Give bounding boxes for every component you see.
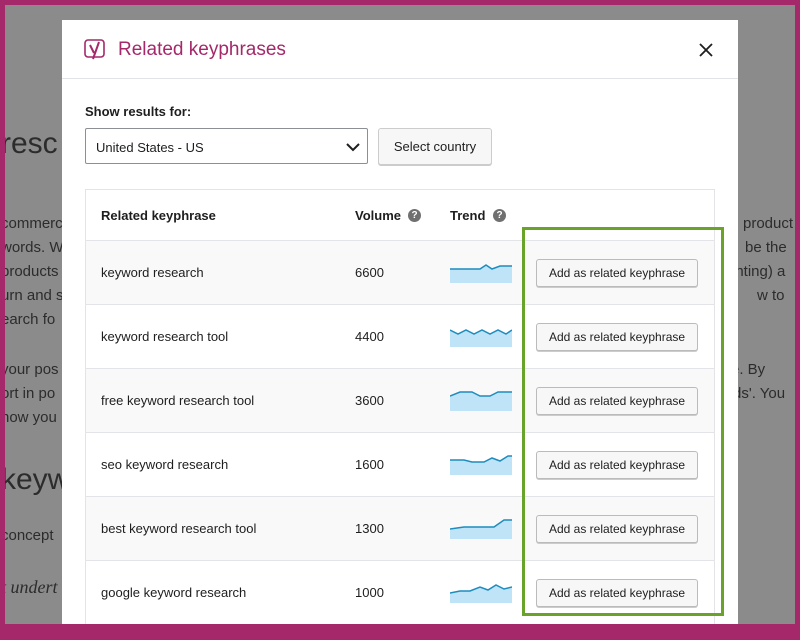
select-country-button[interactable]: Select country	[378, 128, 492, 165]
trend-sparkline	[450, 519, 512, 539]
background-text: words. Wh	[5, 239, 72, 256]
add-keyphrase-button[interactable]: Add as related keyphrase	[536, 323, 698, 351]
background-text: commerc	[5, 215, 63, 232]
add-keyphrase-button[interactable]: Add as related keyphrase	[536, 451, 698, 479]
background-text: concept	[5, 527, 54, 544]
close-button[interactable]	[698, 42, 714, 58]
country-select[interactable]: United States - US	[85, 128, 368, 164]
volume: 3600	[355, 393, 384, 408]
yoast-logo	[84, 39, 105, 60]
background-text: ort in po	[5, 385, 56, 402]
trend-sparkline	[450, 329, 512, 347]
background-text: earch fo	[5, 311, 56, 328]
background-text: e. By	[731, 361, 766, 378]
dropdown-arrow	[346, 143, 360, 152]
keyphrase: best keyword research tool	[101, 521, 257, 536]
background-text: ds'. You	[733, 385, 786, 402]
dialog-header: Related keyphrases	[62, 20, 738, 79]
table-header: Trend	[450, 208, 486, 223]
background-text: resc	[5, 127, 58, 160]
background-text: product	[743, 215, 794, 232]
country-select-value: United States - US	[96, 140, 204, 155]
trend-sparkline	[450, 264, 512, 283]
table-row: keyword research tool 4400 Add as related …	[86, 304, 714, 368]
show-results-label: Show results for:	[85, 104, 192, 119]
background-text: your pos	[5, 361, 59, 378]
volume: 1000	[355, 585, 384, 600]
highlight-box	[522, 227, 724, 616]
background-text: how you	[5, 409, 57, 426]
keyphrase: free keyword research tool	[101, 393, 255, 408]
keyphrase: seo keyword research	[101, 457, 229, 472]
table-header: Related keyphrase	[101, 208, 216, 223]
background-text: t undert	[5, 577, 58, 597]
dialog: Related keyphrases Show results for: Uni…	[62, 20, 738, 624]
add-keyphrase-button[interactable]: Add as related keyphrase	[536, 515, 698, 543]
dialog-title: Related keyphrases	[118, 39, 286, 60]
background-text: w to	[757, 287, 785, 304]
trend-sparkline	[450, 584, 512, 603]
volume: 4400	[355, 329, 384, 344]
volume: 1300	[355, 521, 384, 536]
keyphrase-table: Related keyphrase Volume ? Trend ? keywo…	[85, 189, 715, 624]
keyphrase: keyword research	[101, 265, 204, 280]
table-row: keyword research 6600 Add as related keyph…	[86, 240, 714, 304]
add-keyphrase-button[interactable]: Add as related keyphrase	[536, 579, 698, 607]
table-row: seo keyword research 1600 Add as related k…	[86, 432, 714, 496]
trend-sparkline	[450, 391, 512, 411]
trend-sparkline	[450, 455, 512, 475]
background-text: be the	[745, 239, 787, 256]
background-text: urn and s	[5, 287, 64, 304]
table-row: best keyword research tool 1300 Add as rel…	[86, 496, 714, 560]
table-row: free keyword research tool 3600 Add as rel…	[86, 368, 714, 432]
keyphrase: keyword research tool	[101, 329, 229, 344]
volume: 1600	[355, 457, 384, 472]
keyphrase: google keyword research	[101, 585, 247, 600]
table-header: Volume	[355, 208, 401, 223]
background-text: products	[5, 263, 59, 280]
table-row: google keyword research 1000 Add as relate…	[86, 560, 714, 624]
help-icon[interactable]: ?	[408, 209, 421, 222]
help-icon[interactable]: ?	[493, 209, 506, 222]
add-keyphrase-button[interactable]: Add as related keyphrase	[536, 387, 698, 415]
add-keyphrase-button[interactable]: Add as related keyphrase	[536, 259, 698, 287]
volume: 6600	[355, 265, 384, 280]
background-text: enting) a	[727, 263, 786, 280]
